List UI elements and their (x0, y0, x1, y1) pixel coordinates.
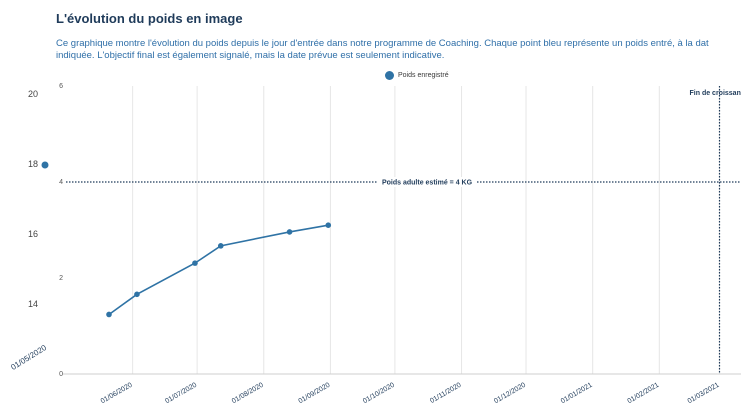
x-tick-label-4: 01/10/2020 (362, 382, 396, 406)
target-label-bg (378, 177, 476, 187)
x-tick-label-7: 01/01/2021 (560, 382, 594, 406)
y-tick-label-0: 0 (59, 371, 63, 378)
legend[interactable]: Poids enregistré (385, 71, 449, 80)
y-tick-label-3: 6 (59, 83, 63, 90)
x-tick-label-9: 01/03/2021 (687, 382, 721, 406)
legend-marker (385, 71, 394, 80)
x-tick-label-0: 01/06/2020 (100, 382, 134, 406)
left-axis-tick-1: 16 (28, 229, 38, 239)
left-axis-marker (41, 161, 49, 169)
x-tick-label-6: 01/12/2020 (493, 382, 527, 406)
end-line-label: Fin de croissance (690, 90, 741, 97)
description-line-1: Ce graphique montre l'évolution du poids… (56, 38, 709, 49)
y-tick-label-1: 2 (59, 275, 63, 282)
left-axis-tick-3: 20 (28, 89, 38, 99)
x-tick-label-5: 01/11/2020 (429, 382, 462, 405)
chart-description: Ce graphique montre l'évolution du poids… (56, 38, 741, 61)
x-tick-label-8: 01/02/2021 (626, 382, 660, 406)
left-axis-tick-2: 18 (28, 159, 38, 169)
y-tick-label-2: 4 (59, 179, 63, 186)
data-point-3 (217, 243, 224, 249)
data-point-1 (134, 291, 140, 298)
data-point-0 (106, 311, 112, 318)
series-line (108, 224, 329, 316)
chart-title: L'évolution du poids en image (56, 11, 243, 26)
x-tick-label-2: 01/08/2020 (231, 382, 265, 406)
left-axis-tick-0: 14 (28, 299, 38, 309)
data-point-5 (325, 222, 332, 228)
x-tick-label-3: 01/09/2020 (298, 382, 332, 406)
legend-label: Poids enregistré (398, 72, 449, 79)
x-start-label: 01/05/2020 (9, 343, 48, 372)
x-tick-label-1: 01/07/2020 (164, 382, 198, 406)
target-line-label: Poids adulte estimé = 4 KG (382, 180, 473, 187)
data-point-4 (286, 229, 293, 235)
data-point-2 (192, 260, 198, 266)
description-line-2: indiquée. L'objectif final est également… (56, 49, 445, 61)
